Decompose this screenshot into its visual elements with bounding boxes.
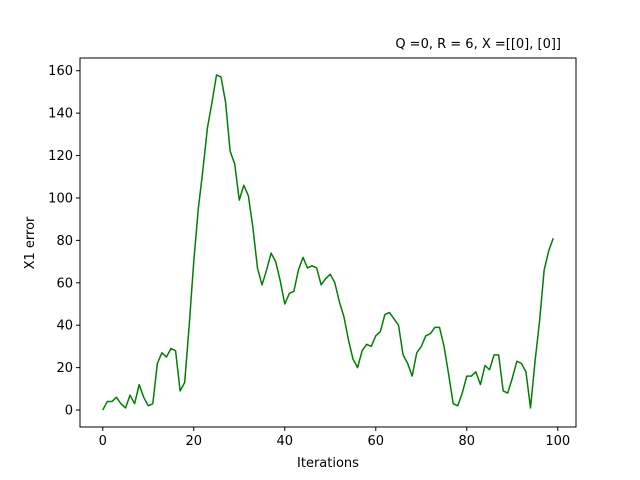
axes-layer: 0 20 40 60 80 100 0 20 40 60 80 100 120 140 160 — [48, 57, 577, 449]
y-tick-label: 160 — [48, 64, 73, 79]
y-tick-label: 120 — [48, 149, 73, 164]
y-tick-label: 20 — [56, 361, 73, 376]
x-tick-label: 20 — [185, 434, 202, 449]
y-tick-label: 60 — [56, 276, 73, 291]
x-tick-label: 60 — [368, 434, 385, 449]
y-tick-label: 0 — [65, 404, 73, 419]
axes-frame — [79, 57, 577, 428]
x-tick-label: 40 — [276, 434, 293, 449]
y-tick-label: 40 — [56, 319, 73, 334]
chart-title: Q =0, R = 6, X =[[0], [0]] — [395, 37, 561, 52]
plot-area — [80, 58, 576, 427]
data-layer — [102, 74, 554, 411]
x-tick-label: 100 — [545, 434, 570, 449]
x-axis-label: Iterations — [297, 456, 359, 471]
y-tick-label: 140 — [48, 107, 73, 122]
y-tick-label: 100 — [48, 191, 73, 206]
plot-background — [80, 58, 576, 427]
x-tick-label: 0 — [99, 434, 107, 449]
series-line-0 — [102, 74, 554, 411]
x-tick-label: 80 — [459, 434, 476, 449]
y-tick-label: 80 — [56, 234, 73, 249]
y-axis-label: X1 error — [23, 216, 38, 269]
